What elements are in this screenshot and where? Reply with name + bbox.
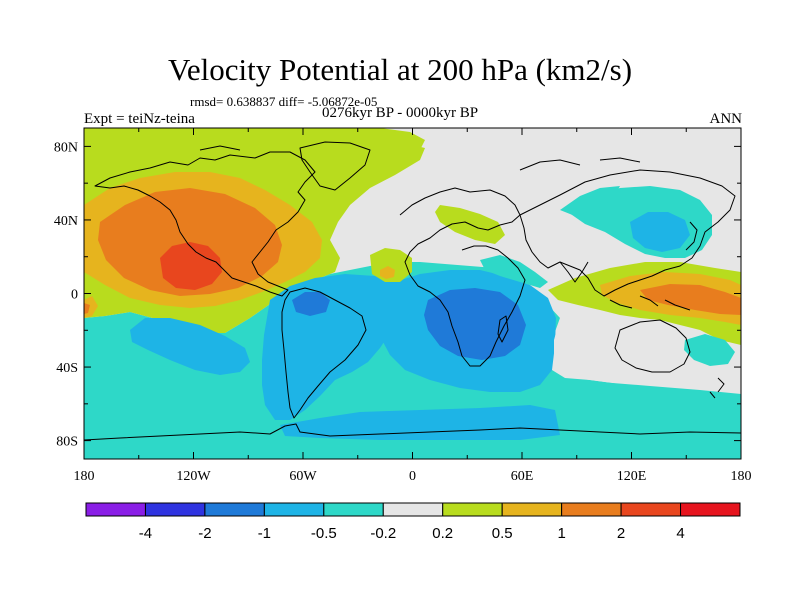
contour-fill: [84, 128, 741, 459]
west-pacific-dark-orange: [640, 284, 741, 315]
colorbar-swatch: [442, 502, 503, 517]
axis-ticks: 180 120W 60W 0 60E 120E 180 80N 40N 0 40S 80S: [54, 128, 752, 484]
lon-tick-label: 180: [731, 469, 752, 484]
season-string: ANN: [709, 111, 743, 127]
south-pacific-blue: [130, 318, 250, 375]
south-west-pacific-cyan: [684, 334, 735, 366]
stats-line: rmsd= 0.638837 diff= -5.06872e-05: [190, 94, 378, 109]
lat-tick-label: 40S: [56, 361, 78, 376]
lat-tick-label: 40N: [54, 214, 78, 229]
indian-ocean-dark-blue: [424, 288, 526, 360]
plot-title: Velocity Potential at 200 hPa (km2/s): [167, 52, 633, 87]
australia-near-zero: [554, 312, 708, 386]
colorbar-swatch: [263, 502, 325, 517]
colorbar-label: 1: [557, 525, 565, 542]
colorbar-swatch: [501, 502, 563, 517]
colorbar-label: -4: [139, 525, 152, 542]
coastlines: [83, 141, 742, 441]
coastline-arctic: [199, 145, 641, 171]
antarctic-cyan-right: [520, 382, 741, 459]
experiment-string: Expt = teiNz-teina: [84, 111, 195, 127]
coastline-north-america: [94, 151, 316, 297]
coastline-new-zealand: [709, 377, 725, 399]
colorbar-swatch: [620, 502, 682, 517]
coastline-south-america: [281, 287, 367, 419]
west-africa-orange: [380, 266, 395, 279]
coastline-japan: [685, 221, 698, 251]
colorbar-swatch: [561, 502, 622, 517]
lon-tick-label: 180: [74, 469, 95, 484]
colorbar-swatch: [204, 502, 265, 517]
lat-tick-label: 0: [71, 288, 78, 303]
coastline-antarctica: [83, 423, 742, 441]
north-asia-cyan: [560, 186, 620, 216]
south-atlantic-medium-blue: [292, 292, 330, 316]
lon-tick-label: 60W: [289, 469, 317, 484]
coastline-greenland: [299, 141, 371, 191]
coastline-asia: [519, 169, 736, 297]
colorbar-label: -1: [258, 525, 271, 542]
coastline-indonesia: [609, 295, 691, 311]
colorbar-label: 0.2: [432, 525, 453, 542]
middle-east-cyan: [480, 255, 548, 288]
lon-tick-label: 0: [409, 469, 416, 484]
colorbar-label: 0.5: [492, 525, 513, 542]
colorbar-swatch: [680, 502, 741, 517]
lon-tick-label: 120E: [617, 469, 647, 484]
colorbar-label: -2: [198, 525, 211, 542]
colorbar-label: -0.5: [311, 525, 337, 542]
lat-tick-label: 80N: [54, 140, 78, 155]
coastline-australia: [614, 319, 691, 373]
colorbar-label: 2: [617, 525, 625, 542]
coastline-madagascar: [497, 315, 509, 343]
antarctic-blue: [280, 405, 560, 440]
colorbar: -4 -2 -1 -0.5 -0.2 0.2 0.5 1 2 4: [85, 502, 741, 542]
colorbar-label: 4: [676, 525, 684, 542]
north-green-band: [84, 128, 425, 190]
colorbar-swatch: [323, 502, 384, 517]
eastern-pacific-red: [160, 242, 222, 290]
coastline-eurafrica: [399, 187, 526, 367]
western-edge-dark-orange: [84, 303, 90, 314]
colorbar-swatch: [85, 502, 146, 517]
lat-tick-label: 80S: [56, 435, 78, 450]
coastline-india: [559, 261, 589, 283]
colorbar-swatch: [382, 502, 444, 517]
lon-tick-label: 120W: [176, 469, 211, 484]
colorbar-label: -0.2: [370, 525, 396, 542]
period-string: 0276kyr BP - 0000kyr BP: [321, 105, 479, 121]
lon-tick-label: 60E: [511, 469, 534, 484]
east-asia-blue: [630, 212, 690, 252]
colorbar-swatch: [144, 502, 206, 517]
